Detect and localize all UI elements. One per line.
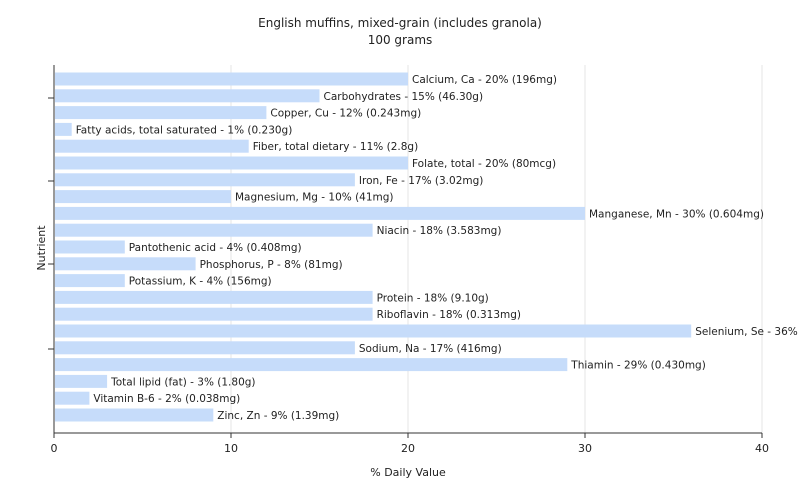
grid-lines	[230, 65, 763, 433]
bar-20	[55, 408, 214, 422]
x-tick-label-20: 20	[401, 442, 415, 455]
axes: 0 10 20 30 40	[48, 65, 769, 455]
bar-label-8: Manganese, Mn - 30% (0.604mg)	[589, 208, 764, 220]
bar-18	[55, 374, 108, 388]
x-tick-label-0: 0	[51, 442, 58, 455]
bar-label-14: Riboflavin - 18% (0.313mg)	[377, 309, 521, 321]
bar-label-12: Potassium, K - 4% (156mg)	[129, 276, 272, 288]
bar-label-19: Vitamin B-6 - 2% (0.038mg)	[93, 393, 240, 405]
chart-title: English muffins, mixed-grain (includes g…	[258, 16, 542, 30]
bar-9	[55, 223, 373, 237]
bar-16	[55, 341, 355, 355]
bar-7	[55, 190, 231, 204]
bar-3	[55, 122, 72, 136]
bar-5	[55, 156, 408, 170]
bar-13	[55, 290, 373, 304]
bar-8	[55, 206, 585, 220]
bar-label-3: Fatty acids, total saturated - 1% (0.230…	[76, 124, 293, 136]
x-tick-label-40: 40	[755, 442, 769, 455]
y-axis-label: Nutrient	[35, 225, 48, 271]
bar-10	[55, 240, 125, 254]
bar-label-4: Fiber, total dietary - 11% (2.8g)	[253, 141, 418, 153]
bar-6	[55, 173, 355, 187]
bar-11	[55, 257, 196, 271]
bar-label-13: Protein - 18% (9.10g)	[377, 292, 489, 304]
bar-label-20: Zinc, Zn - 9% (1.39mg)	[217, 410, 339, 422]
bar-label-1: Carbohydrates - 15% (46.30g)	[324, 91, 484, 103]
bar-label-11: Phosphorus, P - 8% (81mg)	[200, 259, 343, 271]
bar-2	[55, 106, 267, 120]
bar-label-2: Copper, Cu - 12% (0.243mg)	[270, 108, 421, 120]
x-axis-label: % Daily Value	[370, 466, 446, 479]
bar-14	[55, 307, 373, 321]
bar-12	[55, 274, 125, 288]
bars: Calcium, Ca - 20% (196mg) Carbohydrates -…	[55, 72, 800, 422]
bar-1	[55, 89, 320, 103]
bar-label-0: Calcium, Ca - 20% (196mg)	[412, 74, 557, 86]
bar-label-16: Sodium, Na - 17% (416mg)	[359, 343, 502, 355]
bar-17	[55, 358, 568, 372]
x-tick-label-10: 10	[224, 442, 238, 455]
x-tick-label-30: 30	[578, 442, 592, 455]
bar-15	[55, 324, 692, 338]
bar-label-15: Selenium, Se - 36% (25.5mcg)	[695, 326, 800, 338]
bar-label-10: Pantothenic acid - 4% (0.408mg)	[129, 242, 302, 254]
bar-19	[55, 391, 90, 405]
bar-label-18: Total lipid (fat) - 3% (1.80g)	[110, 376, 255, 388]
bar-label-7: Magnesium, Mg - 10% (41mg)	[235, 192, 394, 204]
bar-label-9: Niacin - 18% (3.583mg)	[377, 225, 502, 237]
bar-0	[55, 72, 408, 86]
bar-label-6: Iron, Fe - 17% (3.02mg)	[359, 175, 483, 187]
bar-label-17: Thiamin - 29% (0.430mg)	[570, 360, 706, 372]
chart-subtitle: 100 grams	[368, 33, 433, 47]
bar-4	[55, 139, 249, 153]
bar-label-5: Folate, total - 20% (80mcg)	[412, 158, 556, 170]
